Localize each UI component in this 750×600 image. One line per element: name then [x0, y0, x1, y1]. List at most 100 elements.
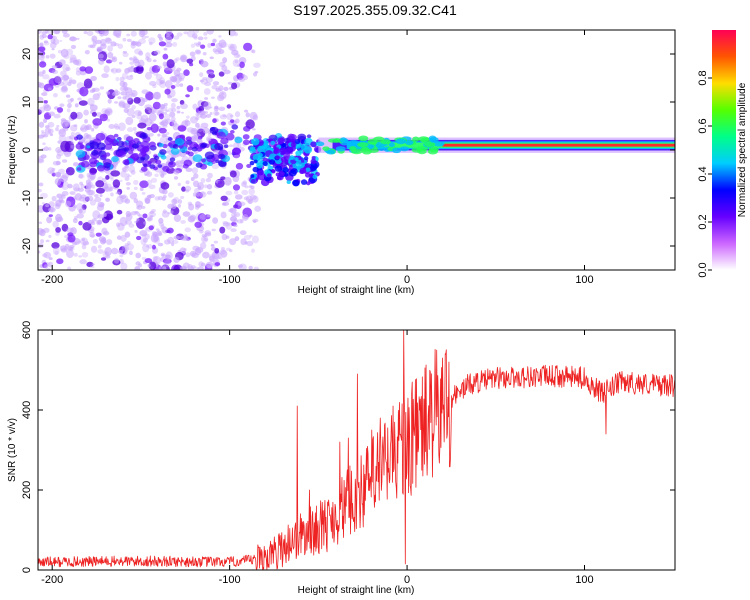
spectrogram-noise-speckle	[114, 89, 119, 94]
spectrogram-noise-speckle	[75, 59, 82, 66]
spectrogram-noise-speckle	[233, 212, 241, 218]
spectrogram-noise-speckle	[229, 43, 237, 52]
spectrogram-transition-blob	[274, 147, 280, 152]
spectrogram-noise-speckle	[114, 257, 120, 264]
spectrogram-noise-speckle	[197, 36, 204, 41]
spectrogram-noise-speckle	[200, 101, 209, 107]
spectrogram-noise-speckle	[50, 38, 56, 44]
spectrogram-band-blob	[130, 152, 140, 161]
spectrogram-noise-speckle	[197, 266, 205, 270]
spectrogram-noise-speckle	[146, 179, 153, 185]
spectrogram-tone-segment	[340, 137, 347, 144]
spectrogram-noise-speckle	[65, 67, 71, 72]
spectrogram-noise-speckle	[209, 106, 213, 109]
spectrogram-band-blob	[81, 160, 90, 168]
spectrogram-band-blob	[154, 155, 160, 160]
spectrogram-noise-speckle	[67, 102, 72, 109]
spectrogram-tone-segment	[322, 146, 330, 151]
spectrogram-noise-speckle	[99, 194, 103, 198]
spectrogram-noise-speckle	[167, 192, 174, 198]
spectrogram-noise-speckle	[191, 135, 199, 142]
spectrogram-noise-speckle	[41, 202, 46, 205]
spectrogram-noise-speckle	[214, 111, 220, 116]
spectrogram-noise-speckle	[106, 239, 113, 245]
spectrogram-noise-speckle	[153, 71, 159, 76]
spectrogram-noise-speckle	[195, 204, 201, 208]
spectrogram-noise-speckle	[195, 50, 202, 55]
spectrogram-y-tick-label: 10	[21, 96, 33, 108]
spectrogram-noise-speckle	[88, 189, 96, 196]
spectrogram-tone-segment	[433, 141, 445, 147]
spectrogram-noise-speckle	[162, 266, 167, 270]
spectrogram-noise-speckle	[119, 254, 124, 258]
spectrogram-noise-speckle	[138, 50, 144, 56]
spectrogram-noise-speckle	[70, 144, 75, 149]
spectrogram-noise-speckle	[180, 55, 187, 61]
spectrogram-noise-speckle	[91, 263, 95, 266]
spectrogram-noise-speckle	[173, 256, 180, 264]
spectrogram-noise-speckle	[75, 111, 83, 120]
spectrogram-noise-speckle	[163, 102, 168, 107]
spectrogram-transition-blob	[249, 160, 255, 166]
spectrogram-noise-speckle	[67, 98, 73, 104]
snr-series-line	[38, 330, 675, 570]
spectrogram-noise-speckle	[158, 265, 167, 270]
spectrogram-noise-speckle	[234, 111, 241, 118]
spectrogram-noise-speckle	[209, 56, 214, 60]
spectrogram-noise-speckle	[189, 250, 197, 257]
spectrogram-noise-speckle	[252, 128, 256, 131]
spectrogram-noise-speckle	[126, 38, 132, 42]
spectrogram-transition-blob	[299, 167, 307, 174]
spectrogram-noise-speckle	[99, 86, 105, 90]
spectrogram-noise-speckle	[254, 71, 259, 74]
spectrogram-noise-speckle	[241, 181, 247, 188]
spectrogram-noise-speckle	[173, 69, 181, 77]
spectrogram-noise-speckle	[122, 105, 126, 109]
spectrogram-band-blob	[218, 153, 226, 160]
spectrogram-transition-blob	[278, 170, 285, 177]
spectrogram-band-blob	[155, 159, 162, 165]
spectrogram-noise-speckle	[133, 126, 137, 131]
spectrogram-noise-speckle	[52, 92, 58, 98]
spectrogram-transition-blob	[262, 161, 268, 167]
spectrogram-noise-speckle	[241, 189, 249, 196]
spectrogram-noise-speckle	[154, 196, 160, 201]
spectrogram-noise-speckle	[242, 214, 249, 221]
spectrogram-noise-speckle	[140, 238, 147, 246]
spectrogram-noise-speckle	[47, 128, 54, 134]
spectrogram-band-blob	[76, 167, 82, 171]
spectrogram-noise-speckle	[202, 127, 210, 134]
spectrogram-noise-speckle	[187, 215, 196, 223]
spectrogram-noise-speckle	[237, 201, 246, 207]
spectrogram-noise-speckle	[173, 35, 180, 40]
spectrogram-noise-speckle	[118, 179, 123, 183]
spectrogram-noise-speckle	[119, 76, 125, 82]
spectrogram-noise-speckle	[238, 77, 245, 82]
spectrogram-noise-speckle	[159, 79, 165, 85]
spectrogram-noise-speckle	[104, 37, 111, 42]
spectrogram-noise-speckle	[84, 66, 94, 74]
spectrogram-noise-speckle	[165, 30, 173, 36]
spectrogram-noise-speckle	[183, 31, 189, 35]
spectrogram-noise-speckle	[90, 265, 95, 269]
spectrogram-noise-speckle	[110, 68, 114, 73]
spectrogram-band-blob	[187, 151, 194, 157]
spectrogram-noise-speckle	[43, 104, 52, 112]
spectrogram-noise-speckle	[236, 219, 243, 224]
spectrogram-transition-blob	[268, 159, 276, 165]
spectrogram-noise-speckle	[126, 108, 135, 117]
spectrogram-noise-speckle	[87, 173, 96, 182]
spectrogram-noise-speckle	[98, 53, 104, 59]
spectrogram-noise-speckle	[121, 72, 128, 80]
spectrogram-tone-segment	[357, 142, 369, 148]
spectrogram-noise-speckle	[120, 195, 127, 200]
spectrogram-transition-blob	[277, 137, 285, 145]
spectrogram-noise-speckle	[171, 98, 178, 103]
spectrogram-noise-speckle	[79, 181, 84, 186]
spectrogram-band-blob	[288, 134, 297, 141]
spectrogram-noise-speckle	[58, 81, 65, 87]
spectrogram-noise-speckle	[56, 258, 64, 265]
spectrogram-noise-speckle	[52, 220, 59, 228]
spectrogram-noise-speckle	[136, 218, 140, 222]
spectrogram-noise-speckle	[149, 121, 154, 125]
